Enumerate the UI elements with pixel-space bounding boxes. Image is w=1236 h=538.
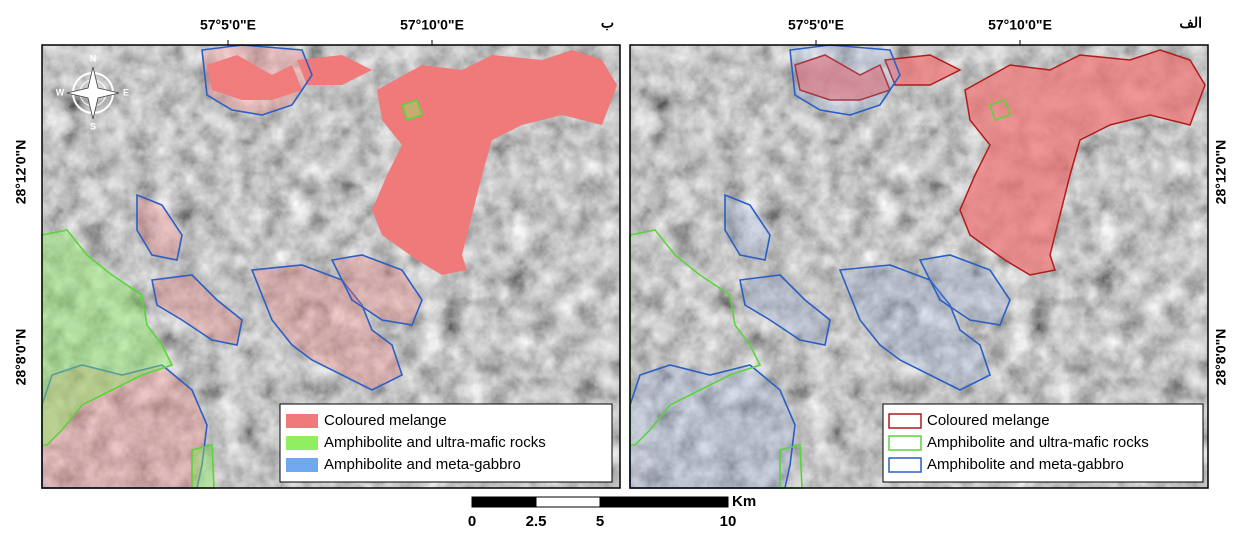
- latitude-label: 28°12'0"N: [1213, 140, 1229, 205]
- longitude-label: 57°5'0"E: [788, 17, 844, 33]
- figure: Coloured melange Amphibolite and ultra-ma…: [0, 0, 1236, 533]
- scale-label: 5: [596, 513, 604, 530]
- scale-label: 10: [720, 513, 737, 530]
- legend-swatch: [286, 414, 318, 428]
- legend-swatch: [286, 458, 318, 472]
- latitude-label: 28°8'0"N: [13, 329, 29, 386]
- longitude-label: 57°10'0"E: [400, 17, 464, 33]
- longitude-label: 57°10'0"E: [988, 17, 1052, 33]
- scale-unit: Km: [732, 493, 756, 510]
- longitude-label: 57°5'0"E: [200, 17, 256, 33]
- legend-label: Coloured melange: [324, 412, 447, 429]
- scale-segment: [472, 497, 536, 507]
- latitude-label: 28°8'0"N: [1213, 329, 1229, 386]
- legend-label: Amphibolite and ultra-mafic rocks: [324, 434, 546, 451]
- scale-label: 0: [468, 513, 476, 530]
- legend-swatch: [286, 436, 318, 450]
- legend-label: Amphibolite and ultra-mafic rocks: [927, 434, 1149, 451]
- panel-label: ب: [601, 15, 614, 31]
- compass-letter: W: [56, 87, 65, 97]
- scale-segment: [536, 497, 600, 507]
- panel-label: الف: [1179, 15, 1202, 31]
- scale-label: 2.5: [526, 513, 547, 530]
- legend-label: Amphibolite and meta-gabbro: [927, 456, 1124, 473]
- map-panel: Coloured melange Amphibolite and ultra-ma…: [42, 45, 620, 488]
- ultramafic-zone: [192, 445, 214, 488]
- scale-segment: [600, 497, 728, 507]
- legend-label: Amphibolite and meta-gabbro: [324, 456, 521, 473]
- latitude-label: 28°12'0"N: [13, 140, 29, 205]
- legend-label: Coloured melange: [927, 412, 1050, 429]
- compass-letter: S: [90, 121, 96, 131]
- compass-letter: E: [123, 87, 129, 97]
- compass-letter: N: [90, 53, 97, 63]
- map-panel: Coloured melange Amphibolite and ultra-ma…: [630, 45, 1208, 488]
